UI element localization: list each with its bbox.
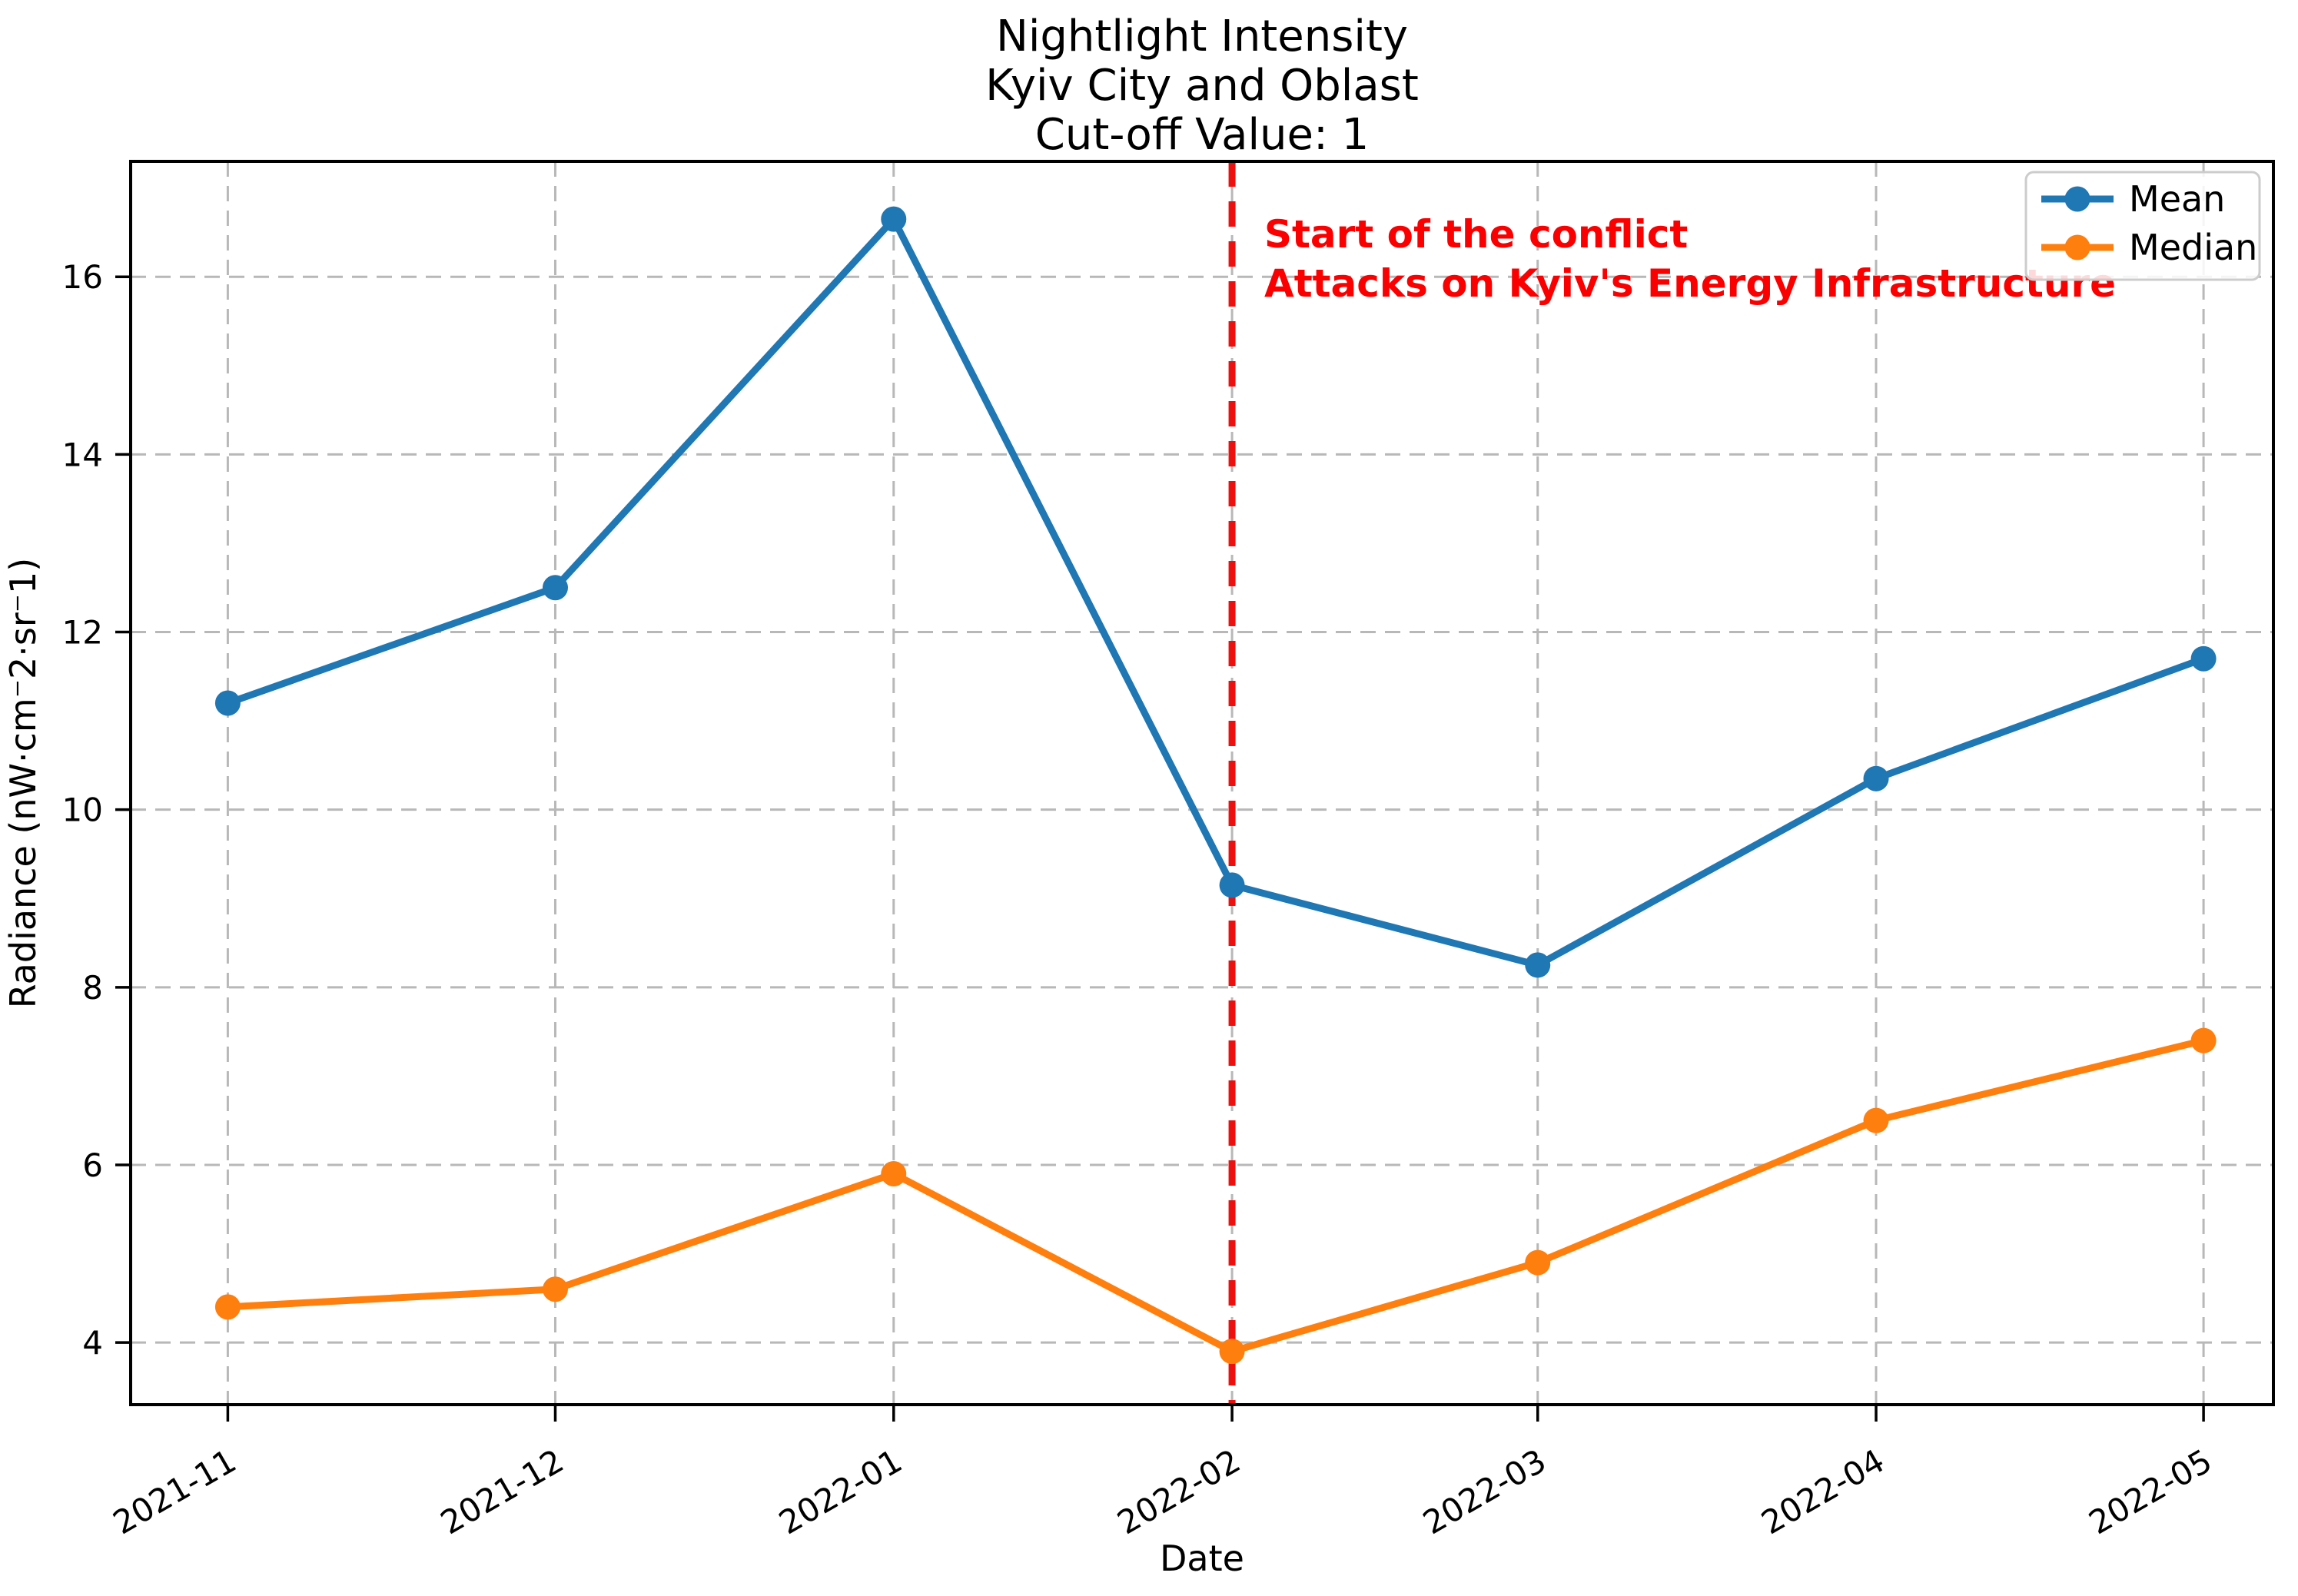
median-marker-2021-11 (214, 1294, 241, 1320)
x-tick-label: 2021-12 (434, 1442, 570, 1541)
median-marker-2022-03 (1525, 1249, 1551, 1276)
y-tick-label: 10 (62, 791, 103, 829)
mean-marker-2021-11 (214, 690, 241, 716)
median-marker-2021-12 (542, 1276, 568, 1302)
legend-mean-label: Mean (2129, 178, 2225, 220)
chart-title-line-3: Cut-off Value: 1 (1035, 110, 1370, 160)
x-tick-label: 2022-01 (772, 1442, 908, 1541)
chart-title-line-1: Nightlight Intensity (996, 12, 1408, 61)
gridlines-layer (131, 161, 2273, 1405)
mean-marker-2021-12 (542, 575, 568, 601)
mean-marker-2022-04 (1863, 765, 1889, 791)
median-line (227, 1037, 2205, 1355)
x-axis-label: Date (1160, 1538, 1244, 1579)
mean-marker-2022-02 (1219, 872, 1245, 898)
legend-mean-marker (2064, 186, 2090, 212)
y-tick-label: 16 (62, 258, 103, 296)
x-tick-label: 2022-05 (2083, 1442, 2218, 1541)
y-tick-label: 12 (62, 614, 103, 652)
mean-line (226, 215, 2205, 969)
mean-marker-2022-01 (881, 206, 907, 232)
x-tick-label: 2022-04 (1755, 1442, 1891, 1541)
mean-marker-2022-03 (1525, 952, 1551, 978)
legend: Mean Median (2024, 171, 2261, 281)
series-layer (214, 206, 2217, 1365)
x-tick-label: 2021-11 (107, 1442, 242, 1541)
median-marker-2022-02 (1219, 1339, 1245, 1365)
y-axis-label: Radiance (nW·cm⁻2·sr⁻1) (2, 558, 44, 1009)
median-marker-2022-01 (881, 1161, 907, 1187)
y-tick-label: 8 (82, 969, 103, 1007)
x-tick-label: 2022-02 (1111, 1442, 1247, 1541)
median-marker-2022-05 (2190, 1027, 2217, 1053)
legend-median-label: Median (2129, 227, 2257, 268)
median-marker-2022-04 (1863, 1107, 1889, 1133)
x-tick-label: 2022-03 (1416, 1442, 1552, 1541)
legend-median-marker (2064, 234, 2090, 260)
chart-title-line-2: Kyiv City and Oblast (985, 61, 1419, 111)
mean-marker-2022-05 (2190, 645, 2217, 672)
plot-area-border (129, 160, 2275, 1406)
y-tick-label: 4 (82, 1324, 103, 1362)
y-tick-label: 14 (62, 436, 103, 473)
y-tick-label: 6 (82, 1146, 103, 1184)
axis-ticks-layer: 4 6 8 10 12 14 16 2021-11 2021-12 2022-01 2022-02 2… (62, 258, 2219, 1541)
annotation-line-2: Attacks on Kyiv's Energy Infrastructure (1264, 261, 2116, 306)
annotation-line-1: Start of the conflict (1264, 212, 1688, 257)
